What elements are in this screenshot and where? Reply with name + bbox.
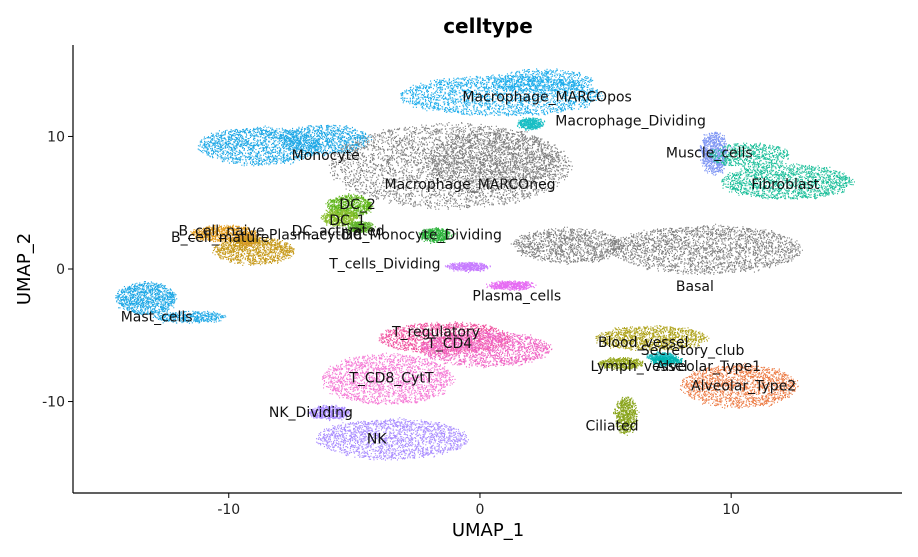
cluster-point-cloud [417,329,553,369]
cluster-points-macrophage-marconeg [328,122,573,210]
cluster-point-cloud [328,122,573,210]
cluster-points-lymph-vessel [597,357,644,371]
cluster-points-t-cells-dividing [444,261,491,274]
cluster-points-alveolar-type2 [679,362,799,409]
cluster-points-b-cell-mature [212,235,295,266]
cluster-label-secretory-club: Secretory_club [641,343,745,359]
cluster-point-cloud [418,227,456,244]
cluster-point-cloud [115,281,227,324]
cluster-label-b-cell-naive: B_cell_naive [179,224,265,240]
cluster-point-cloud [516,117,546,131]
ticks: -10 0 10 -10 0 10 [42,129,740,518]
x-tick-label: -10 [217,502,240,518]
cluster-points-blood-vessel [595,325,710,352]
cluster-label-nk: NK [367,432,387,448]
cluster-label-t-cd8-cytt: T_CD8_CytT [348,371,434,387]
cluster-points-ciliated [613,396,640,436]
cluster-points-macrophage-dividing [516,117,546,131]
cluster-label-plasma-cells: Plasma_cells [472,289,561,305]
y-axis-title: UMAP_2 [14,233,35,305]
cluster-label-monocyte: Monocyte [292,148,360,164]
cluster-label-basal: Basal [676,279,714,295]
cluster-label-nk-dividing: NK_Dividing [269,405,353,421]
cluster-label-macrophage-marcopos: Macrophage_MARCOpos [462,90,631,106]
cluster-point-cloud [444,261,491,274]
cluster-point-cloud [316,417,469,461]
cluster-label-ciliated: Ciliated [586,418,639,434]
cluster-points-dc-1 [320,208,361,227]
x-axis-title: UMAP_1 [452,520,524,541]
cluster-points-macrophage-marcopos [400,68,604,117]
cluster-label-plasmacytoid: Plasmacytoid [269,228,362,244]
cluster-point-cloud [486,280,537,291]
cluster-label-macrophage-dividing: Macrophage_Dividing [555,114,706,130]
cluster-label-alveolar-type1: Alveolar_Type1 [656,359,761,375]
cluster-points-t-cd8-cytt [321,352,456,405]
y-tick-label: -10 [42,395,65,411]
x-tick-label: 0 [476,502,485,518]
cluster-label-blood-vessel: Blood_vessel [598,335,689,351]
cluster-point-cloud [400,68,604,117]
cluster-label-dc-1: DC_1 [329,213,365,229]
cluster-points-nk [316,417,469,461]
y-tick-label: 10 [47,129,65,145]
cluster-points-dc-activated [344,220,376,234]
cluster-label-muscle-cells: Muscle_cells [666,145,753,161]
cluster-points-basal [510,223,803,275]
cluster-point-cloud [650,355,686,368]
cluster-points-alveolar-type1 [650,355,686,368]
cluster-point-cloud [597,357,644,371]
y-tick-label: 0 [56,262,65,278]
x-tick-label: 10 [722,502,740,518]
cluster-label-dc-2: DC_2 [339,197,375,213]
cluster-label-fibroblast: Fibroblast [751,177,819,193]
cluster-point-cloud [321,352,456,405]
cluster-point-cloud [344,220,376,234]
cluster-label-dc-monocyte-dividing: DC_Monocyte_Dividing [342,228,502,244]
cluster-point-cloud [613,396,640,436]
cluster-label-t-regulatory: T_regulatory [391,324,480,340]
cluster-point-cloud [197,124,373,167]
cluster-points-monocyte [197,124,373,167]
cluster-points-dc-monocyte-dividing [418,227,456,244]
cluster-point-cloud [320,208,361,227]
cluster-point-cloud [212,235,295,266]
point-cloud [115,68,855,461]
cluster-point-cloud [707,142,855,200]
cluster-points-plasma-cells [486,280,537,291]
cluster-points-t-cd4 [417,329,553,369]
cluster-label-t-cells-dividing: T_cells_Dividing [328,257,440,273]
cluster-point-cloud [307,404,351,422]
cluster-label-lymph-vessel: Lymph_vessel [591,359,688,375]
cluster-labels: Macrophage_MARCOpos Macrophage_Dividing Mo… [121,90,820,448]
cluster-label-dc-activated: DC_activated [292,224,385,240]
cluster-label-b-cell-mature: B_cell_mature [171,230,269,246]
cluster-label-macrophage-marconeg: Macrophage_MARCOneg [385,177,556,193]
cluster-label-mast-cells: Mast_cells [121,310,193,326]
cluster-points-mast-cells [115,281,227,324]
cluster-points-fibroblast [707,142,855,200]
cluster-label-t-cd4: T_CD4 [426,336,472,352]
cluster-point-cloud [595,325,710,352]
cluster-label-alveolar-type2: Alveolar_Type2 [691,379,796,395]
cluster-point-cloud [510,223,803,275]
chart-title: celltype [443,14,533,38]
cluster-point-cloud [679,362,799,409]
cluster-points-nk-dividing [307,404,351,422]
